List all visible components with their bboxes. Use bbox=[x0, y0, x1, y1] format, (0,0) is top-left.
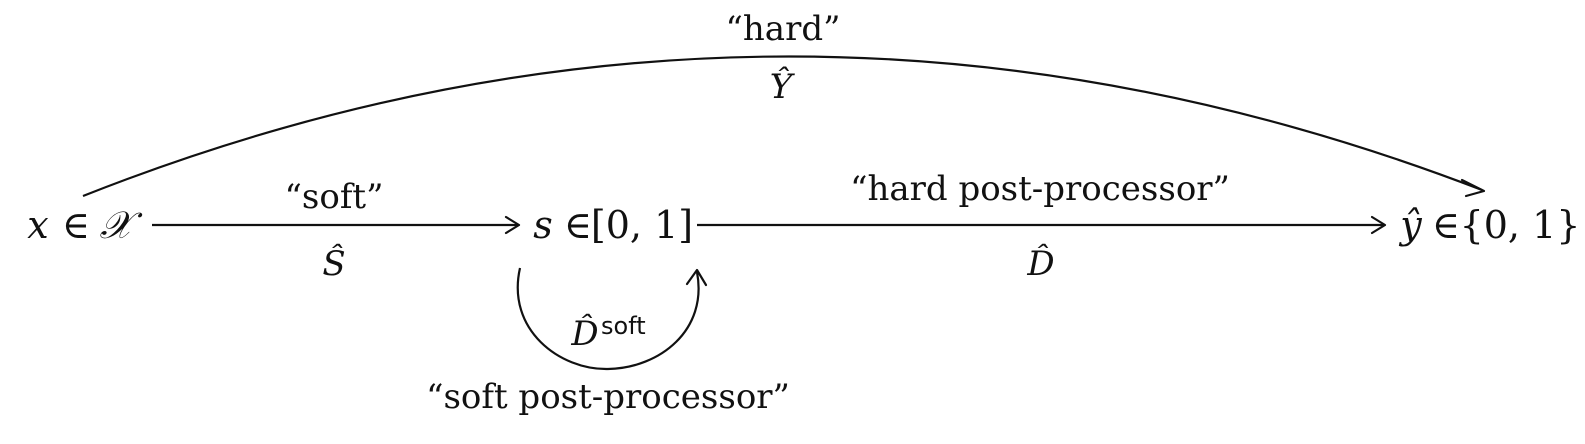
node-input-set: 𝒳 bbox=[100, 203, 143, 247]
hard-quote-label: “hard” bbox=[726, 9, 841, 49]
soft-post-symbol-main: D̂ bbox=[570, 313, 598, 354]
node-input-relation: ∈ bbox=[62, 203, 90, 247]
node-score-set: [0, 1] bbox=[591, 203, 693, 247]
node-input-var: x bbox=[27, 203, 48, 247]
hard-symbol-label: Ŷ bbox=[770, 66, 796, 107]
node-output-var: ŷ bbox=[1398, 203, 1422, 247]
soft-symbol-label: Ŝ bbox=[322, 243, 345, 284]
hard-post-quote-label: “hard post-processor” bbox=[850, 169, 1230, 209]
soft-quote-label: “soft” bbox=[285, 177, 384, 217]
soft-post-loop-arrowhead bbox=[685, 268, 708, 287]
hard-post-arrow-head bbox=[1370, 215, 1387, 235]
node-score-relation: ∈ bbox=[564, 203, 592, 247]
soft-post-symbol: D̂ soft bbox=[570, 312, 645, 354]
node-output: ŷ ∈ {0, 1} bbox=[1398, 203, 1580, 247]
node-input: x ∈ 𝒳 bbox=[27, 203, 142, 247]
node-output-set: {0, 1} bbox=[1460, 203, 1581, 247]
hard-post-symbol-label: D̂ bbox=[1026, 243, 1054, 284]
soft-post-loop bbox=[516, 267, 700, 371]
node-output-relation: ∈ bbox=[1432, 203, 1460, 247]
soft-post-quote-label: “soft post-processor” bbox=[426, 377, 790, 417]
hard-arc bbox=[82, 55, 1483, 198]
soft-arrow-head bbox=[504, 215, 521, 235]
node-score-var: s bbox=[533, 203, 553, 247]
soft-post-symbol-superscript: soft bbox=[601, 312, 646, 340]
hard-arc-arrowhead bbox=[1460, 178, 1486, 198]
node-score: s ∈ [0, 1] bbox=[533, 203, 693, 247]
